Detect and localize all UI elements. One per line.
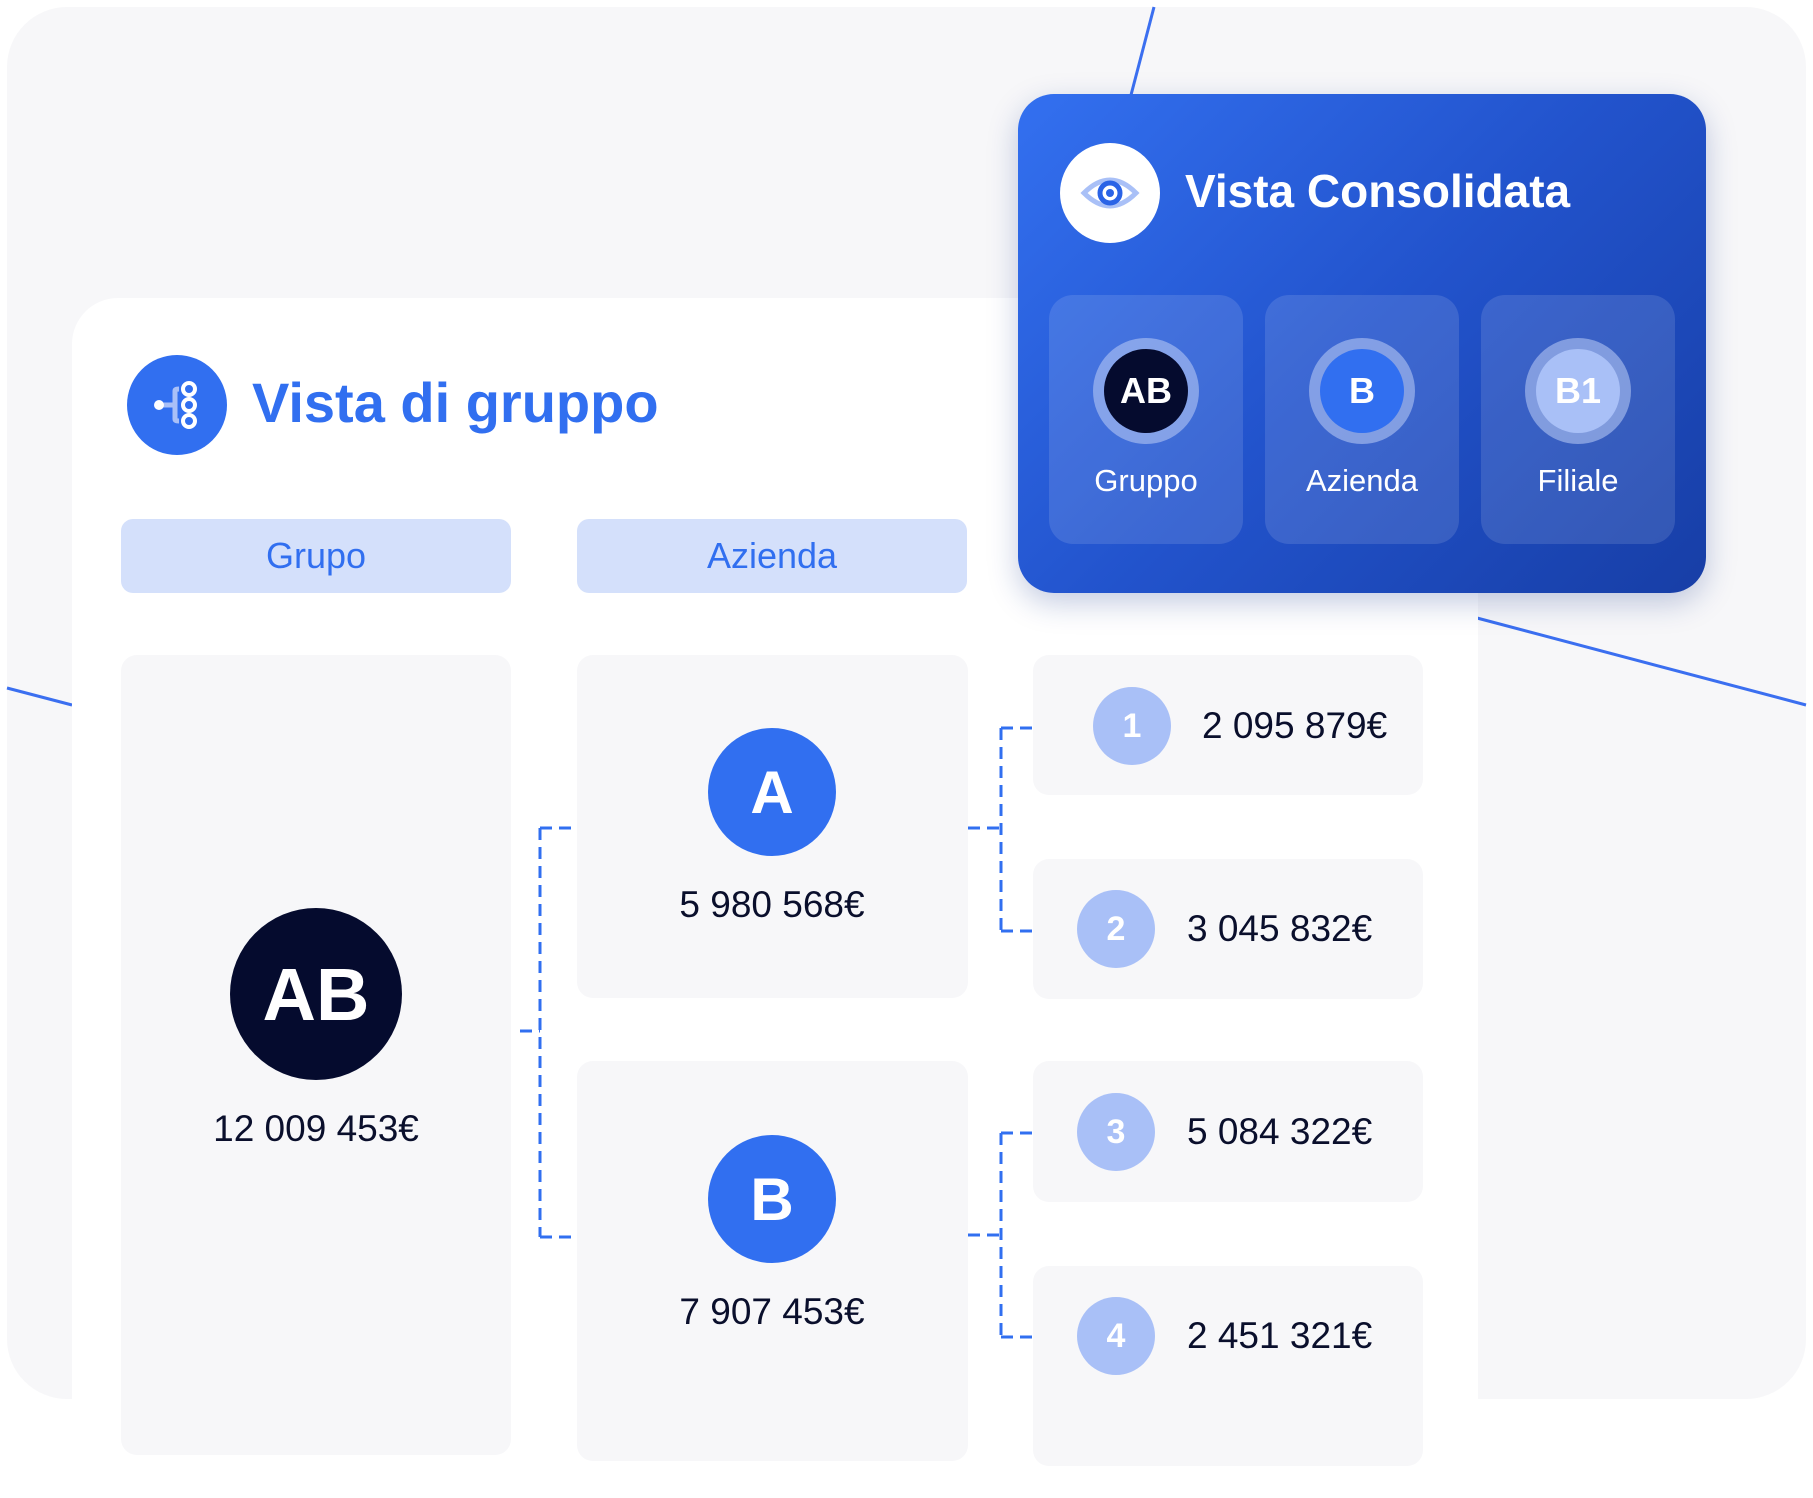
decor-line xyxy=(1476,616,1807,707)
azienda-avatar: B xyxy=(1320,349,1404,433)
connector-company-b-branches xyxy=(968,1131,1033,1339)
decorative-lines xyxy=(6,6,1807,707)
gruppo-label: Gruppo xyxy=(1094,463,1198,498)
consolidated-item-azienda[interactable]: B Azienda xyxy=(1265,295,1459,544)
consolidated-view-card: Vista Consolidata AB Gruppo B Azienda B1… xyxy=(1018,94,1706,593)
company-b-value: 7 907 453€ xyxy=(679,1291,865,1332)
branch-1-value: 2 095 879€ xyxy=(1202,705,1388,746)
branch-4-badge: 4 xyxy=(1077,1297,1155,1375)
connector-group-companies xyxy=(520,826,577,1239)
gruppo-avatar: AB xyxy=(1104,349,1188,433)
branch-2-badge: 2 xyxy=(1077,890,1155,968)
company-a-value: 5 980 568€ xyxy=(679,884,865,925)
eye-icon xyxy=(1060,143,1160,243)
consolidated-item-gruppo[interactable]: AB Gruppo xyxy=(1049,295,1243,544)
tab-azienda[interactable]: Azienda xyxy=(577,519,967,593)
connector-lines xyxy=(520,726,1033,1339)
filiale-label: Filiale xyxy=(1537,463,1619,498)
branch-3-value: 5 084 322€ xyxy=(1187,1111,1373,1152)
filiale-avatar: B1 xyxy=(1536,349,1620,433)
azienda-label: Azienda xyxy=(1305,463,1419,498)
decor-line xyxy=(1129,6,1156,96)
company-a-avatar: A xyxy=(708,728,836,856)
tab-grupo[interactable]: Grupo xyxy=(121,519,511,593)
group-avatar: AB xyxy=(230,908,402,1080)
branch-2-value: 3 045 832€ xyxy=(1187,908,1373,949)
connector-company-a-branches xyxy=(968,726,1033,933)
company-b-avatar: B xyxy=(708,1135,836,1263)
consolidated-title: Vista Consolidata xyxy=(1185,165,1571,217)
branch-4-value: 2 451 321€ xyxy=(1187,1315,1373,1356)
group-value: 12 009 453€ xyxy=(213,1108,419,1149)
branch-3-badge: 3 xyxy=(1077,1093,1155,1171)
branch-1-badge: 1 xyxy=(1093,687,1171,765)
consolidated-item-filiale[interactable]: B1 Filiale xyxy=(1481,295,1675,544)
page-title: Vista di gruppo xyxy=(252,371,659,434)
decor-line xyxy=(6,686,73,707)
hierarchy-icon xyxy=(127,355,227,455)
